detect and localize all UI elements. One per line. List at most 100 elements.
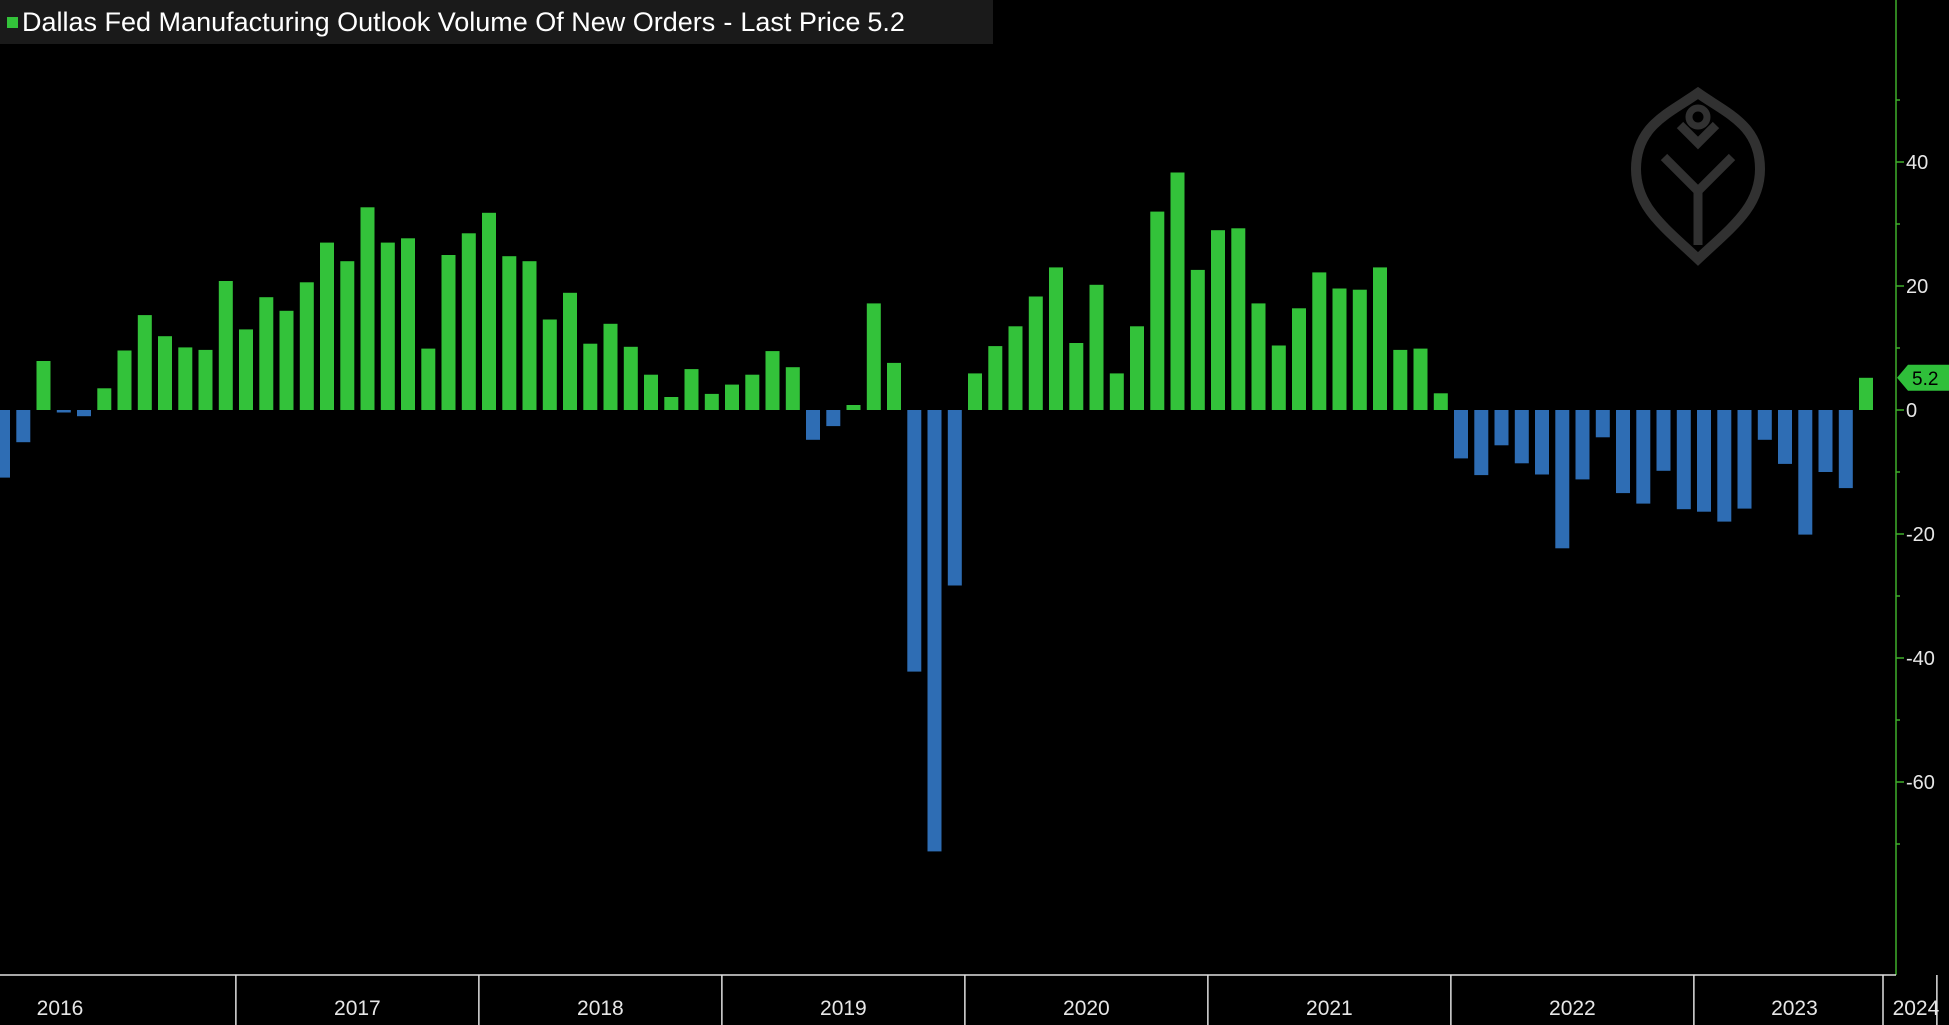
bar bbox=[1494, 410, 1509, 446]
bar bbox=[1109, 373, 1124, 410]
bar bbox=[765, 351, 780, 410]
bar bbox=[927, 410, 942, 852]
bar bbox=[1859, 377, 1873, 410]
bar bbox=[745, 374, 760, 410]
x-tick-label: 2017 bbox=[334, 997, 381, 1020]
bar bbox=[1069, 343, 1084, 410]
bar bbox=[482, 212, 496, 410]
x-tick-label: 2018 bbox=[577, 997, 624, 1020]
bar bbox=[1595, 410, 1610, 438]
bar bbox=[644, 374, 658, 410]
bar bbox=[1352, 289, 1367, 410]
bar bbox=[1474, 410, 1489, 476]
bar bbox=[1312, 272, 1327, 410]
x-tick-label: 2020 bbox=[1063, 997, 1110, 1020]
legend-title: Dallas Fed Manufacturing Outlook Volume … bbox=[22, 6, 716, 37]
bar bbox=[522, 261, 537, 410]
legend-price-label: Last Price bbox=[740, 6, 861, 37]
bar bbox=[56, 410, 71, 413]
legend: Dallas Fed Manufacturing Outlook Volume … bbox=[0, 0, 993, 44]
bar bbox=[542, 319, 557, 410]
bar bbox=[380, 242, 395, 410]
bar bbox=[887, 362, 901, 410]
bar bbox=[137, 315, 152, 410]
bar bbox=[1737, 410, 1752, 509]
bar bbox=[279, 310, 294, 410]
y-tick-label: 0 bbox=[1906, 400, 1917, 422]
bar bbox=[1332, 288, 1347, 410]
bar bbox=[360, 207, 375, 410]
bar bbox=[664, 397, 679, 410]
bar bbox=[1818, 410, 1833, 472]
bar bbox=[1292, 308, 1306, 410]
bar bbox=[1231, 228, 1246, 410]
y-tick-label: 20 bbox=[1906, 276, 1928, 298]
logo-watermark-icon bbox=[1630, 86, 1766, 266]
bar bbox=[259, 297, 274, 410]
bar bbox=[623, 346, 638, 410]
y-tick-label: -60 bbox=[1906, 772, 1935, 794]
x-tick-label: 2022 bbox=[1549, 997, 1596, 1020]
bar bbox=[421, 348, 436, 410]
bar bbox=[1211, 230, 1225, 410]
bar bbox=[704, 393, 719, 410]
bar bbox=[866, 303, 881, 410]
legend-swatch bbox=[7, 16, 18, 28]
bar bbox=[16, 410, 31, 443]
y-tick-label: 40 bbox=[1906, 152, 1928, 174]
bar bbox=[1454, 410, 1468, 459]
last-value-label: 5.2 bbox=[1912, 369, 1938, 390]
bar bbox=[1150, 211, 1165, 410]
bar bbox=[1535, 410, 1549, 475]
bar bbox=[117, 350, 132, 410]
bar bbox=[1393, 349, 1408, 410]
legend-separator: - bbox=[723, 6, 733, 37]
bar bbox=[1757, 410, 1772, 440]
bar bbox=[401, 238, 415, 410]
bar bbox=[1676, 410, 1691, 510]
bar bbox=[1555, 410, 1570, 549]
bar bbox=[1271, 345, 1286, 410]
bar bbox=[320, 242, 334, 410]
bar bbox=[785, 367, 800, 410]
bar bbox=[1778, 410, 1792, 464]
bar bbox=[1373, 267, 1387, 410]
bar bbox=[1838, 410, 1853, 489]
bar bbox=[1028, 296, 1043, 410]
bar bbox=[1616, 410, 1630, 494]
bar bbox=[826, 410, 841, 427]
bar bbox=[0, 410, 10, 478]
y-tick-label: -20 bbox=[1906, 524, 1935, 546]
bar bbox=[1130, 326, 1144, 410]
legend-price-value: 5.2 bbox=[867, 6, 905, 37]
bar bbox=[1656, 410, 1671, 471]
bar bbox=[1008, 326, 1023, 410]
bar bbox=[1049, 267, 1063, 410]
bar bbox=[988, 346, 1003, 410]
bar bbox=[1697, 410, 1711, 512]
bar bbox=[1170, 172, 1185, 410]
bar bbox=[603, 323, 618, 410]
bar bbox=[441, 255, 456, 410]
last-value-tag bbox=[1897, 364, 1949, 391]
bar bbox=[563, 292, 577, 410]
x-tick-label: 2023 bbox=[1771, 997, 1818, 1020]
bar bbox=[461, 233, 476, 410]
bar bbox=[1190, 269, 1205, 410]
x-tick-label: 2019 bbox=[820, 997, 867, 1020]
bar bbox=[583, 343, 598, 410]
bar bbox=[725, 384, 739, 410]
bar bbox=[806, 410, 820, 440]
bar bbox=[218, 281, 233, 410]
bar bbox=[198, 349, 213, 410]
bar bbox=[947, 410, 962, 586]
x-tick-label: 2024 bbox=[1893, 997, 1940, 1020]
bar bbox=[77, 410, 91, 417]
bar bbox=[1575, 410, 1590, 480]
bar bbox=[1798, 410, 1813, 535]
y-tick-label: -40 bbox=[1906, 648, 1935, 670]
x-tick-label: 2021 bbox=[1306, 997, 1353, 1020]
bar bbox=[1089, 284, 1104, 410]
bar bbox=[1251, 303, 1266, 410]
